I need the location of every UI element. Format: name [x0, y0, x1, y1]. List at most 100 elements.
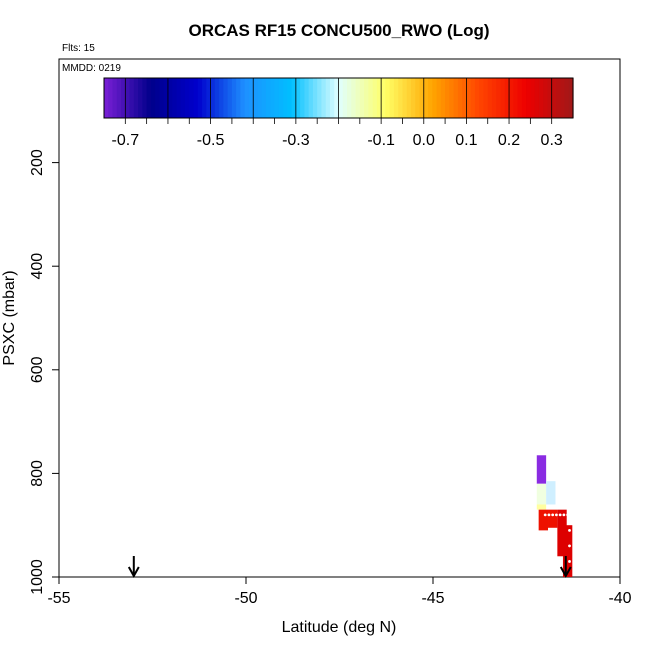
colorbar-strip: [564, 78, 570, 118]
colorbar-strip: [325, 78, 331, 118]
colorbar-strip: [295, 78, 301, 118]
plot-frame: [58, 58, 621, 578]
colorbar-strip: [108, 78, 114, 118]
colorbar-strip: [176, 78, 182, 118]
colorbar-strip: [125, 78, 131, 118]
colorbar-strip: [312, 78, 318, 118]
colorbar-tick-label: -0.5: [197, 132, 225, 149]
data-cell: [548, 509, 558, 528]
colorbar-strip: [410, 78, 416, 118]
data-cell: [562, 525, 573, 577]
colorbar-strip: [385, 78, 391, 118]
data-cell: [538, 509, 549, 531]
colorbar-strip: [244, 78, 250, 118]
colorbar-strip: [159, 78, 165, 118]
colorbar-strip: [206, 78, 212, 118]
y-tick-label: 400: [29, 253, 46, 280]
colorbar-strip: [372, 78, 378, 118]
colorbar-strip: [121, 78, 126, 118]
colorbar-strip: [402, 78, 408, 118]
colorbar-strip: [334, 78, 340, 118]
colorbar-strip: [560, 78, 566, 118]
arrow-head: [127, 566, 140, 579]
colorbar-strip: [236, 78, 242, 118]
colorbar-strip: [513, 78, 519, 118]
colorbar-tick-label: -0.7: [112, 132, 140, 149]
colorbar-strip: [440, 78, 446, 118]
colorbar-strip: [189, 78, 195, 118]
colorbar-strip: [266, 78, 271, 118]
colorbar-strip: [172, 78, 178, 118]
data-cell: [557, 509, 567, 557]
colorbar-strip: [142, 78, 148, 118]
track-point: [547, 513, 551, 517]
date-label: MMDD: 0219: [62, 63, 121, 74]
colorbar-tick-label: 0.2: [498, 132, 520, 149]
colorbar-strip: [257, 78, 263, 118]
colorbar-strip: [530, 78, 536, 118]
colorbar-strip: [445, 78, 450, 118]
colorbar-strip: [231, 78, 237, 118]
colorbar-strip: [487, 78, 493, 118]
x-tick-label: -40: [608, 590, 631, 607]
colorbar-strip: [393, 78, 399, 118]
track-point: [568, 560, 571, 563]
colorbar-strip: [406, 78, 412, 118]
colorbar-strip: [223, 78, 229, 118]
colorbar-strip: [521, 78, 527, 118]
flights-label: Flts: 15: [62, 43, 95, 54]
colorbar-strip: [240, 78, 246, 118]
colorbar-strip: [517, 78, 523, 118]
colorbar-strip: [428, 78, 433, 118]
x-tick-label: -45: [421, 590, 444, 607]
colorbar-strip: [112, 78, 118, 118]
track-point: [555, 513, 558, 517]
colorbar-strip: [351, 78, 357, 118]
colorbar-strip: [534, 78, 540, 118]
colorbar-tick-label: -0.1: [367, 132, 395, 149]
colorbar-strip: [227, 78, 233, 118]
colorbar-strip: [300, 78, 305, 118]
colorbar-strip: [538, 78, 544, 118]
y-tick-label: 800: [29, 460, 46, 487]
colorbar-strip: [270, 78, 276, 118]
colorbar-strip: [104, 78, 109, 118]
colorbar-strip: [381, 78, 386, 118]
colorbar-strip: [470, 78, 476, 118]
data-cell: [536, 504, 547, 510]
track-point: [562, 513, 566, 517]
colorbar-strip: [219, 78, 224, 118]
colorbar-border: [103, 77, 574, 119]
colorbar-strip: [116, 78, 122, 118]
colorbar-strip: [210, 78, 216, 118]
colorbar-strip: [291, 78, 297, 118]
colorbar-strip: [202, 78, 207, 118]
colorbar-strip: [364, 78, 369, 118]
colorbar-strip: [543, 78, 549, 118]
data-cell: [536, 483, 547, 505]
data-cell: [536, 455, 547, 484]
colorbar: -0.7 -0.5 -0.3 -0.1 0.0 0.1 0.2 0.3: [103, 77, 574, 149]
colorbar-strip: [304, 78, 310, 118]
colorbar-strip: [133, 78, 139, 118]
chart-title: ORCAS RF15 CONCU500_RWO (Log): [189, 21, 490, 40]
y-tick-label: 1000: [29, 559, 46, 595]
colorbar-strip: [138, 78, 143, 118]
colorbar-strip: [180, 78, 186, 118]
colorbar-strip: [155, 78, 161, 118]
colorbar-tick-label: -0.3: [282, 132, 310, 149]
colorbar-strip: [419, 78, 425, 118]
colorbar-strip: [278, 78, 284, 118]
colorbar-strip: [509, 78, 514, 118]
colorbar-tick-label: 0.1: [455, 132, 477, 149]
colorbar-strip: [432, 78, 438, 118]
colorbar-strip: [453, 78, 459, 118]
arrows: [127, 556, 572, 579]
colorbar-strip: [547, 78, 553, 118]
colorbar-strip: [568, 78, 574, 118]
colorbar-strip: [389, 78, 395, 118]
colorbar-strip: [146, 78, 152, 118]
colorbar-strip: [359, 78, 365, 118]
colorbar-strip: [479, 78, 485, 118]
x-tick-label: -55: [47, 590, 70, 607]
